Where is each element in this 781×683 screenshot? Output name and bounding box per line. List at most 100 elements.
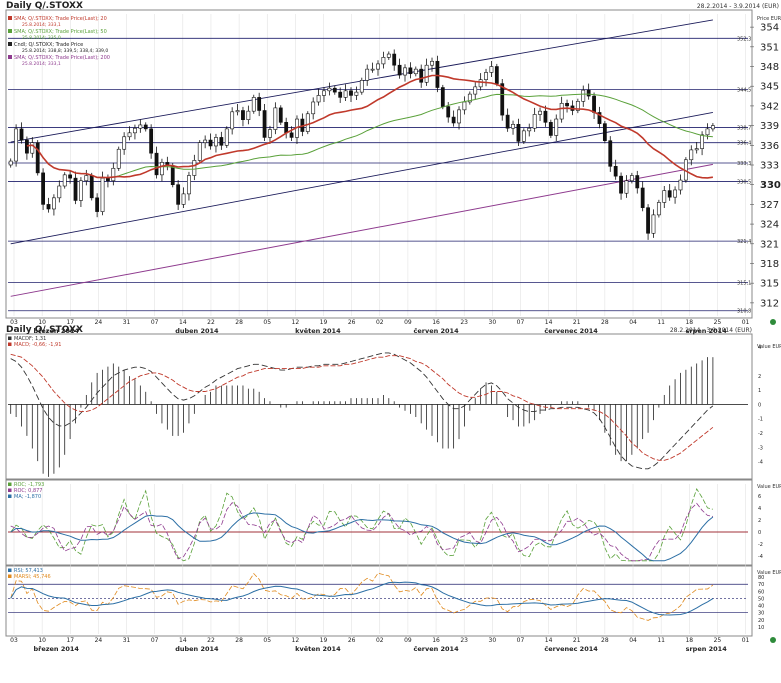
price-day-label: 25 — [714, 319, 722, 326]
candle-body — [673, 189, 677, 198]
candle-body — [467, 93, 472, 103]
candle-body — [521, 130, 526, 142]
candle-body — [8, 160, 13, 166]
candle-body — [30, 142, 35, 154]
macd-axis-title: Value EUR — [757, 344, 781, 350]
candle-body — [424, 64, 429, 83]
legend-sub: 25.8.2014; 338,8; 339,5; 338,4; 339,0 — [22, 48, 108, 54]
candle-body — [451, 116, 456, 124]
price-day-label: 12 — [292, 319, 300, 326]
macd-line — [10, 352, 714, 470]
legend-swatch — [8, 29, 12, 33]
bottom-day-label: 18 — [685, 637, 693, 644]
legend-label: MACDF; 1,31 — [14, 336, 46, 342]
candle-body — [349, 90, 353, 96]
bottom-day-label: 17 — [66, 637, 74, 644]
legend-label: RSI; 57,413 — [14, 568, 43, 574]
price-month-label: duben 2014 — [175, 327, 219, 335]
macd-ytick-label: -4 — [758, 460, 763, 466]
price-day-label: 17 — [66, 319, 74, 326]
candle-body — [19, 128, 24, 141]
bottom-nav-dot[interactable] — [770, 637, 776, 643]
legend-label: Cndl; Q/.STOXX; Trade Price — [14, 42, 83, 48]
price-day-label: 03 — [10, 319, 18, 326]
candle-body — [619, 175, 623, 194]
candle-body — [608, 140, 613, 167]
roc-ytick-label: 6 — [758, 494, 761, 500]
bottom-month-label: květen 2014 — [295, 645, 341, 653]
price-ytick-label: 351 — [760, 42, 779, 53]
candle-body — [554, 118, 559, 136]
candle-body — [597, 112, 602, 124]
price-day-label: 10 — [38, 319, 46, 326]
candle-body — [79, 180, 83, 201]
candle-body — [262, 110, 267, 138]
bottom-day-label: 23 — [460, 637, 468, 644]
legend-layer: SMA; Q/.STOXX; Trade Price(Last); 2025.8… — [8, 16, 110, 580]
candle-body — [354, 91, 359, 96]
price-day-label: 21 — [573, 319, 581, 326]
candle-body — [700, 134, 704, 149]
legend-label: SMA; Q/.STOXX; Trade Price(Last); 200 — [14, 55, 110, 61]
roc-axis-title: Value EUR — [757, 484, 781, 490]
macd-ytick-label: -1 — [758, 417, 763, 423]
candle-body — [678, 179, 683, 191]
price-day-label: 07 — [151, 319, 159, 326]
bottom-day-label: 02 — [376, 637, 384, 644]
price-month-label: srpen 2014 — [686, 327, 728, 335]
roc-layer: Value EUR 6 4 2 0 -2 -4 — [8, 484, 781, 562]
candle-body — [532, 114, 537, 129]
candle-body — [62, 174, 67, 187]
price-ytick-label: 312 — [760, 298, 779, 309]
rsi-ytick-label: 70 — [758, 582, 764, 588]
candle-body — [246, 110, 251, 120]
candle-body — [397, 64, 402, 76]
price-header-title: Daily Q/.STOXX — [6, 1, 83, 11]
candle-body — [343, 90, 348, 98]
rsi-ytick-label: 60 — [758, 589, 764, 595]
bottom-day-label: 28 — [235, 637, 243, 644]
candle-body — [116, 148, 121, 169]
candle-body — [640, 187, 645, 208]
macd-header-range: 28.2.2014 - 3.9.2014 (EUR) — [670, 327, 752, 334]
bottom-day-label: 25 — [714, 637, 722, 644]
candle-body — [392, 53, 397, 66]
price-ytick-label: 342 — [760, 101, 779, 112]
legend-swatch — [8, 42, 12, 46]
bottom-day-label: 22 — [207, 637, 215, 644]
macd-ytick-label: 1 — [758, 388, 761, 394]
rsi-ytick-label: 50 — [758, 596, 764, 602]
price-hline-label: 344,5 — [737, 88, 751, 94]
candle-body — [73, 177, 78, 201]
price-nav-dot[interactable] — [770, 319, 776, 325]
bottom-month-label: duben 2014 — [175, 645, 219, 653]
candle-body — [651, 214, 656, 234]
candle-body — [181, 193, 186, 205]
legend-swatch — [8, 342, 12, 346]
channel-lower-line — [10, 112, 713, 245]
candle-body — [68, 174, 73, 179]
candle-body — [106, 177, 110, 182]
candle-body — [516, 123, 521, 142]
price-day-label: 18 — [685, 319, 693, 326]
candle-body — [84, 175, 89, 182]
candle-body — [197, 142, 202, 161]
price-panel-frame — [5, 9, 753, 319]
price-ytick-label: 315 — [760, 279, 779, 290]
candle-body — [214, 137, 218, 147]
candle-body — [413, 68, 418, 75]
bottom-day-label: 28 — [601, 637, 609, 644]
candle-body — [473, 86, 478, 95]
price-hline-label: 352,3 — [737, 36, 751, 42]
price-day-label: 30 — [489, 319, 497, 326]
candle-body — [278, 107, 283, 123]
candle-body — [419, 68, 424, 83]
roc-ytick-label: -4 — [758, 554, 763, 560]
candle-body — [484, 72, 488, 80]
candle-body — [667, 190, 672, 198]
bottom-day-label: 07 — [151, 637, 159, 644]
candle-body — [435, 60, 440, 88]
macd-ytick-label: -2 — [758, 431, 763, 437]
candle-body — [122, 136, 127, 150]
price-ytick-label: 330 — [760, 180, 781, 191]
